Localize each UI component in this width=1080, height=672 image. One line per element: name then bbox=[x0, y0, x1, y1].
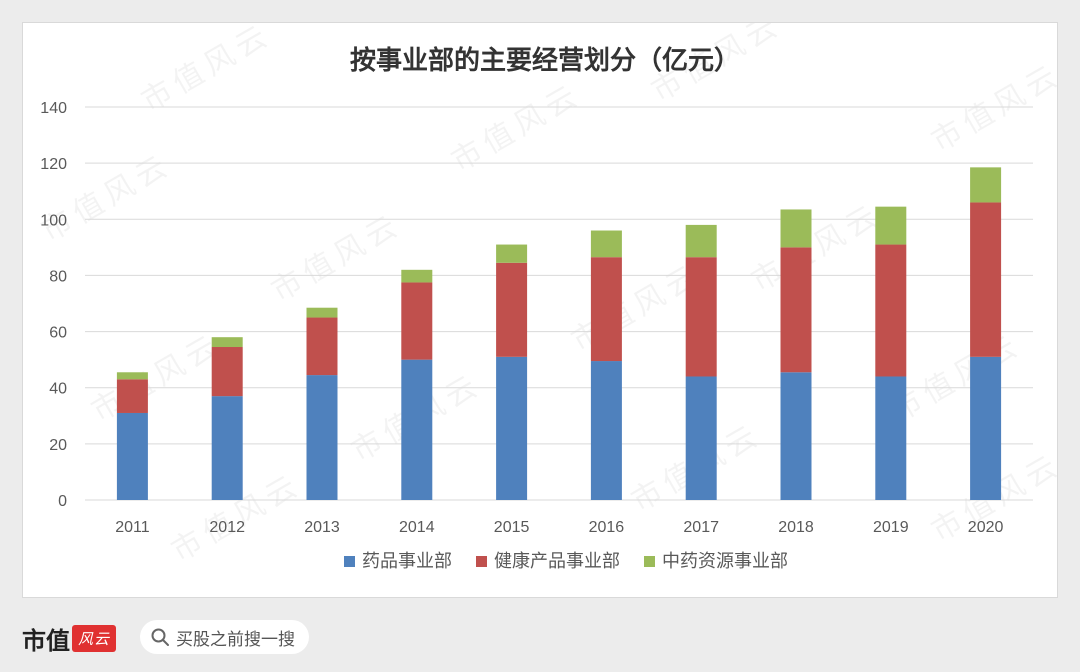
y-tick-label: 0 bbox=[58, 493, 67, 510]
bar-segment bbox=[685, 257, 717, 377]
brand-name: 市值 bbox=[22, 625, 70, 655]
x-tick-label: 2015 bbox=[494, 519, 530, 536]
bar-segment bbox=[590, 361, 622, 500]
legend-label: 健康产品事业部 bbox=[494, 551, 620, 571]
bar-segment bbox=[590, 257, 622, 362]
footer-bar: 市值 风云 买股之前搜一搜 bbox=[0, 600, 1080, 672]
bar-segment bbox=[496, 262, 528, 357]
bar-segment bbox=[401, 282, 433, 360]
bar-segment bbox=[875, 376, 907, 500]
legend-swatch bbox=[476, 556, 487, 567]
y-tick-label: 60 bbox=[49, 325, 67, 342]
bar-segment bbox=[875, 206, 907, 245]
y-tick-label: 20 bbox=[49, 437, 67, 454]
y-tick-label: 120 bbox=[40, 156, 67, 173]
bar-segment bbox=[496, 244, 528, 263]
brand-logo: 风云 bbox=[72, 624, 117, 652]
bar-segment bbox=[970, 167, 1002, 203]
x-tick-label: 2019 bbox=[873, 519, 909, 536]
bar-segment bbox=[780, 247, 812, 373]
bar-segment bbox=[306, 307, 338, 318]
y-tick-label: 100 bbox=[40, 212, 67, 229]
legend-swatch bbox=[644, 556, 655, 567]
y-tick-label: 40 bbox=[49, 381, 67, 398]
bar-segment bbox=[875, 244, 907, 377]
bar-segment bbox=[685, 224, 717, 258]
bar-segment bbox=[780, 209, 812, 248]
legend-swatch bbox=[344, 556, 355, 567]
bar-segment bbox=[306, 317, 338, 376]
bar-segment bbox=[211, 347, 243, 397]
bar-segment bbox=[401, 359, 433, 500]
stacked-bar-chart: 按事业部的主要经营划分（亿元） 0 20 40 60 80 100 120 140 2011 201… bbox=[40, 45, 1033, 571]
bar-segment bbox=[780, 372, 812, 500]
x-tick-label: 2011 bbox=[115, 519, 150, 536]
x-tick-label: 2012 bbox=[209, 519, 245, 536]
bar-segment bbox=[970, 202, 1002, 357]
x-tick-label: 2014 bbox=[399, 519, 435, 536]
search-icon bbox=[151, 628, 169, 646]
y-tick-label: 140 bbox=[40, 100, 67, 117]
bar-segment bbox=[685, 376, 717, 500]
search-text: 买股之前搜一搜 bbox=[176, 629, 295, 650]
x-tick-label: 2013 bbox=[304, 519, 340, 536]
bar-segment bbox=[116, 412, 148, 500]
bar-segment bbox=[116, 372, 148, 380]
bar-segment bbox=[211, 337, 243, 348]
legend-label: 药品事业部 bbox=[362, 551, 452, 571]
bar-segment bbox=[116, 379, 148, 413]
chart-title: 按事业部的主要经营划分（亿元） bbox=[350, 45, 740, 75]
bar-segment bbox=[496, 356, 528, 500]
x-tick-label: 2018 bbox=[778, 519, 814, 536]
bar-segment bbox=[401, 269, 433, 283]
bar-segment bbox=[211, 396, 243, 500]
x-tick-label: 2016 bbox=[589, 519, 625, 536]
legend-label: 中药资源事业部 bbox=[662, 551, 788, 571]
y-tick-label: 80 bbox=[49, 268, 67, 285]
x-tick-label: 2017 bbox=[683, 519, 719, 536]
bar-segment bbox=[970, 356, 1002, 500]
brand[interactable]: 市值 风云 bbox=[22, 620, 117, 656]
bar-segment bbox=[590, 230, 622, 258]
x-tick-label: 2020 bbox=[968, 519, 1004, 536]
search-bar[interactable]: 买股之前搜一搜 bbox=[140, 620, 309, 654]
bar-segment bbox=[306, 375, 338, 500]
